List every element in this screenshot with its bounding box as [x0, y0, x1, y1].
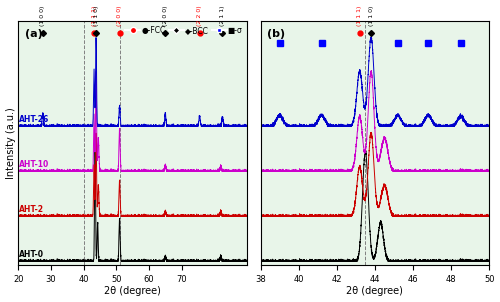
Text: (1 1 1): (1 1 1) [357, 6, 362, 26]
Legend: ●-FCC, ◆-BCC, ■-σ: ●-FCC, ◆-BCC, ■-σ [122, 23, 246, 38]
Text: (1 0 0): (1 0 0) [40, 6, 46, 26]
Text: (1 1 1): (1 1 1) [92, 6, 96, 26]
Text: (2 2 0): (2 2 0) [197, 6, 202, 26]
Text: AHT-26: AHT-26 [19, 115, 49, 124]
Text: AHT-0: AHT-0 [19, 250, 44, 259]
X-axis label: 2θ (degree): 2θ (degree) [346, 286, 404, 297]
Text: (2 1 1): (2 1 1) [220, 6, 225, 26]
Text: (2 0 0): (2 0 0) [163, 6, 168, 26]
Text: AHT-10: AHT-10 [19, 160, 49, 169]
Text: (1 1 0): (1 1 0) [368, 6, 374, 26]
Text: (2 0 0): (2 0 0) [117, 6, 122, 26]
Text: (1 1 0): (1 1 0) [94, 6, 98, 26]
Text: (b): (b) [268, 28, 285, 39]
X-axis label: 2θ (degree): 2θ (degree) [104, 286, 161, 297]
Text: AHT-2: AHT-2 [19, 205, 44, 214]
Y-axis label: Intensity (a.u.): Intensity (a.u.) [6, 107, 16, 179]
Text: (a): (a) [25, 28, 43, 39]
